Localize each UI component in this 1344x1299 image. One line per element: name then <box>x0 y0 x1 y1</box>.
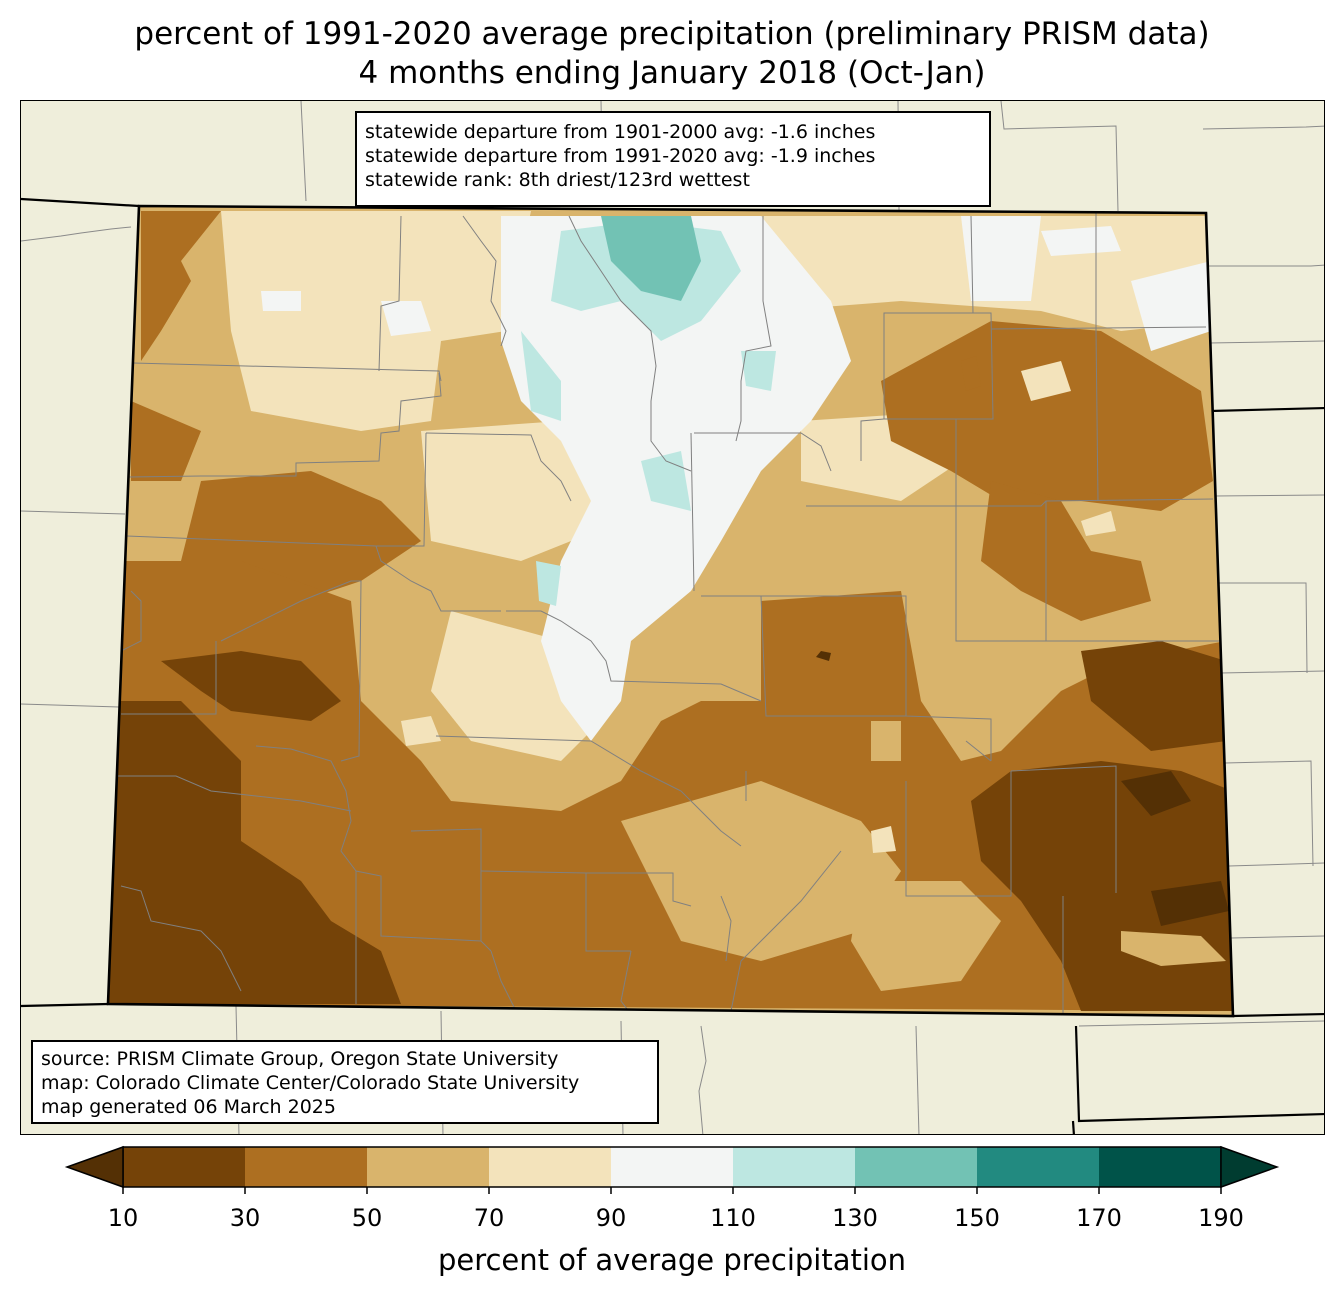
map-title-line1: percent of 1991-2020 average precipitati… <box>134 16 1210 52</box>
map-canvas <box>21 101 1324 1134</box>
colorbar-tick-label: 110 <box>710 1204 756 1232</box>
source-line: source: PRISM Climate Group, Oregon Stat… <box>41 1048 559 1070</box>
stats-departure-1901-2000: statewide departure from 1901-2000 avg: … <box>365 121 876 143</box>
map-credit-line: map: Colorado Climate Center/Colorado St… <box>41 1072 580 1094</box>
colorbar-bin-10-30 <box>123 1147 246 1187</box>
colorbar-bin-90-110 <box>611 1147 734 1187</box>
colorbar-tick-label: 190 <box>1198 1204 1244 1232</box>
colorbar-tick-label: 90 <box>595 1204 627 1232</box>
colorbar-tick-marks <box>122 1187 1222 1194</box>
colorbar-bin-150-170 <box>977 1147 1100 1187</box>
colorbar-under-arrow <box>64 1145 124 1189</box>
colorbar-tick-label: 10 <box>107 1204 139 1232</box>
colorbar-tick-label: 70 <box>473 1204 505 1232</box>
statewide-stats-box: statewide departure from 1901-2000 avg: … <box>355 111 991 207</box>
colorbar-tick-label: 50 <box>351 1204 383 1232</box>
colorbar-bin-170-190 <box>1099 1147 1222 1187</box>
colorbar-bin-70-90 <box>489 1147 612 1187</box>
colorbar <box>64 1145 1280 1194</box>
colorbar-tick-label: 130 <box>832 1204 878 1232</box>
stats-departure-1991-2020: statewide departure from 1991-2020 avg: … <box>365 145 876 167</box>
colorbar-bins <box>122 1146 1222 1188</box>
precipitation-field <box>108 206 1233 1016</box>
colorbar-tick-label: 30 <box>229 1204 261 1232</box>
colorbar-over-arrow <box>1220 1145 1280 1189</box>
precipitation-map <box>20 100 1325 1135</box>
colorado-border <box>106 204 1235 1018</box>
colorbar-bin-110-130 <box>733 1147 856 1187</box>
colorado-county-lines <box>111 213 1219 1016</box>
stats-rank: statewide rank: 8th driest/123rd wettest <box>365 169 750 191</box>
colorbar-bin-130-150 <box>855 1147 978 1187</box>
colorbar-tick-label: 150 <box>954 1204 1000 1232</box>
generated-date-line: map generated 06 March 2025 <box>41 1096 336 1118</box>
colorbar-bin-50-70 <box>367 1147 490 1187</box>
map-title-line2: 4 months ending January 2018 (Oct-Jan) <box>358 55 986 91</box>
colorbar-tick-label: 170 <box>1076 1204 1122 1232</box>
colorbar-bin-30-50 <box>245 1147 368 1187</box>
colorbar-label: percent of average precipitation <box>437 1243 907 1277</box>
source-credits-box: source: PRISM Climate Group, Oregon Stat… <box>31 1040 659 1124</box>
